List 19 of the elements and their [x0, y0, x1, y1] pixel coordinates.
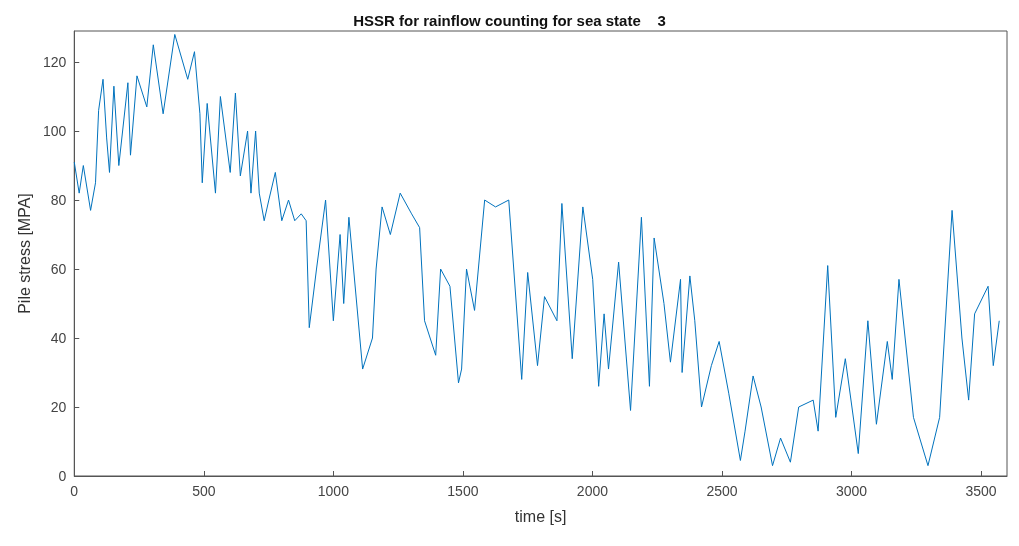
- x-tick-label: 1000: [317, 483, 350, 499]
- y-tick-label: 100: [42, 123, 67, 140]
- y-tick-label: 40: [50, 330, 67, 347]
- x-tick-label: 3500: [965, 483, 997, 499]
- y-tick-label: 60: [50, 261, 67, 278]
- x-tick-label: 2000: [576, 483, 609, 499]
- x-axis-title: time [s]: [514, 507, 567, 525]
- y-tick-label: 0: [58, 468, 67, 484]
- x-tick-label: 3000: [835, 483, 868, 499]
- line-series: [73, 33, 1000, 467]
- x-tick-label: 500: [192, 483, 216, 499]
- y-tick-label: 120: [42, 54, 67, 71]
- chart-title: HSSR for rainflow counting for sea state 3: [353, 12, 666, 29]
- y-tick-label: 20: [50, 399, 67, 416]
- y-tick-label: 80: [50, 192, 67, 209]
- x-tick-label: 2500: [706, 483, 738, 499]
- y-axis-title: Pile stress [MPA]: [15, 193, 33, 314]
- x-tick-label: 0: [70, 483, 79, 499]
- x-tick-label: 1500: [447, 483, 479, 499]
